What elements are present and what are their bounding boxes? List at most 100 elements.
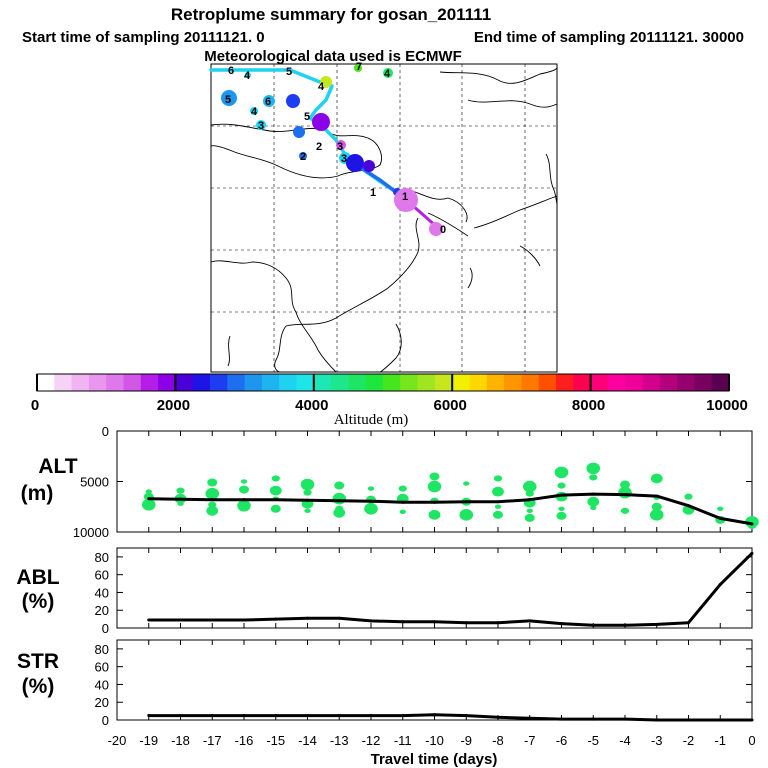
colorbar-segment [192, 374, 211, 391]
altitude-point [493, 510, 503, 519]
series-point [401, 500, 405, 504]
colorbar-segment [296, 374, 315, 391]
series-point [306, 616, 309, 620]
series-point [274, 498, 278, 502]
plot-frame [116, 547, 753, 629]
end-time-label: End time of sampling 20111121. 30000 [474, 29, 744, 46]
trajectory-time-labels: 0 1 1 2 3 3 4 5 5 6 7 4 2 3 4 5 6 4 [225, 61, 446, 236]
altitude-point [364, 502, 378, 515]
figure-title: Retroplume summary for gosan_201111 [171, 5, 491, 24]
y-tick-label: 0 [102, 424, 109, 439]
colorbar-segment [261, 374, 280, 391]
svg-text:2: 2 [300, 151, 306, 163]
altitude-point [463, 481, 470, 486]
svg-text:4: 4 [318, 81, 325, 93]
series-point [528, 619, 532, 623]
series-point [274, 714, 278, 718]
series-point [337, 714, 341, 718]
y-tick-label: 5000 [80, 475, 109, 490]
svg-text:3: 3 [258, 120, 264, 132]
x-tick-label: -12 [362, 733, 381, 748]
altitude-point [269, 485, 282, 496]
series-point [750, 718, 754, 722]
altitude-point [587, 496, 600, 507]
y-tick-label: 80 [95, 642, 109, 657]
svg-text:4: 4 [384, 68, 391, 80]
x-tick-label: -10 [425, 733, 444, 748]
x-tick-label: -6 [556, 733, 568, 748]
x-axis-label: Travel time (days) [371, 751, 498, 768]
colorbar-segment [659, 374, 678, 391]
x-tick-label: -8 [492, 733, 504, 748]
series-point [433, 713, 436, 717]
colorbar-segment [677, 374, 695, 391]
x-tick-label: -16 [235, 733, 254, 748]
panel-yunit: (%) [22, 675, 55, 698]
x-tick-label: -19 [139, 733, 158, 748]
colorbar-segment [279, 374, 297, 391]
colorbar-tick-label: 0 [31, 397, 39, 414]
y-tick-label: 0 [102, 621, 109, 636]
trajectory-map: 0 1 1 2 3 3 4 5 5 6 7 4 2 3 4 5 6 4 [209, 61, 558, 373]
colorbar-segment [607, 374, 626, 391]
altitude-point [556, 511, 567, 520]
altitude-point [304, 508, 311, 513]
svg-text:6: 6 [265, 96, 271, 108]
map-graticule [211, 64, 557, 372]
series-point [560, 717, 563, 721]
altitude-point [399, 509, 406, 514]
colorbar-segment [642, 374, 661, 391]
altitude-point [206, 505, 219, 516]
x-tick-label: -3 [651, 733, 663, 748]
panel-yunit: (%) [22, 590, 55, 613]
series-point [718, 718, 722, 722]
altitude-point [176, 487, 185, 494]
altitude-point [239, 485, 249, 494]
series-line [148, 552, 754, 627]
svg-text:2: 2 [316, 141, 322, 153]
altitude-point [620, 480, 630, 489]
colorbar-segment [711, 374, 730, 391]
altitude-point [240, 479, 248, 484]
altitude-point [493, 475, 503, 482]
series-point [687, 504, 690, 508]
series-point [337, 499, 341, 503]
svg-text:3: 3 [337, 141, 343, 153]
altitude-point [558, 506, 565, 511]
trajectory-cluster-markers [221, 64, 443, 236]
series-point [210, 714, 214, 718]
series-point [274, 617, 278, 621]
altitude-point [586, 462, 601, 475]
start-time-label: Start time of sampling 20111121. 0 [22, 29, 265, 46]
altitude-point [526, 508, 533, 513]
x-tick-label: 0 [748, 733, 755, 748]
altitude-point [398, 485, 407, 492]
x-tick-label: -15 [266, 733, 285, 748]
altitude-point [557, 482, 566, 489]
colorbar-segment [348, 374, 367, 391]
altitude-point [367, 486, 375, 491]
y-tick-label: 20 [95, 695, 109, 710]
altitude-point [333, 507, 346, 518]
altitude-colorbar [36, 373, 730, 392]
series-point [623, 493, 627, 497]
altitude-point [428, 509, 441, 520]
series-point [433, 620, 436, 624]
altitude-point [717, 506, 724, 511]
altitude-point [177, 501, 184, 506]
altitude-point [590, 505, 597, 510]
altitude-point [270, 504, 281, 513]
altitude-point [459, 509, 474, 521]
x-tick-label: -4 [619, 733, 631, 748]
colorbar-tick-label: 4000 [295, 397, 328, 414]
svg-text:1: 1 [402, 191, 408, 203]
series-point [464, 621, 468, 625]
colorbar-segment [331, 374, 349, 391]
y-tick-label: 60 [95, 660, 109, 675]
series-point [306, 714, 309, 718]
time-series-panels: 1000050000ALT(m)020406080ABL(%)020406080… [16, 424, 759, 768]
y-tick-label: 40 [95, 585, 109, 600]
colorbar-tick-label: 10000 [706, 397, 748, 414]
series-point [655, 494, 659, 498]
